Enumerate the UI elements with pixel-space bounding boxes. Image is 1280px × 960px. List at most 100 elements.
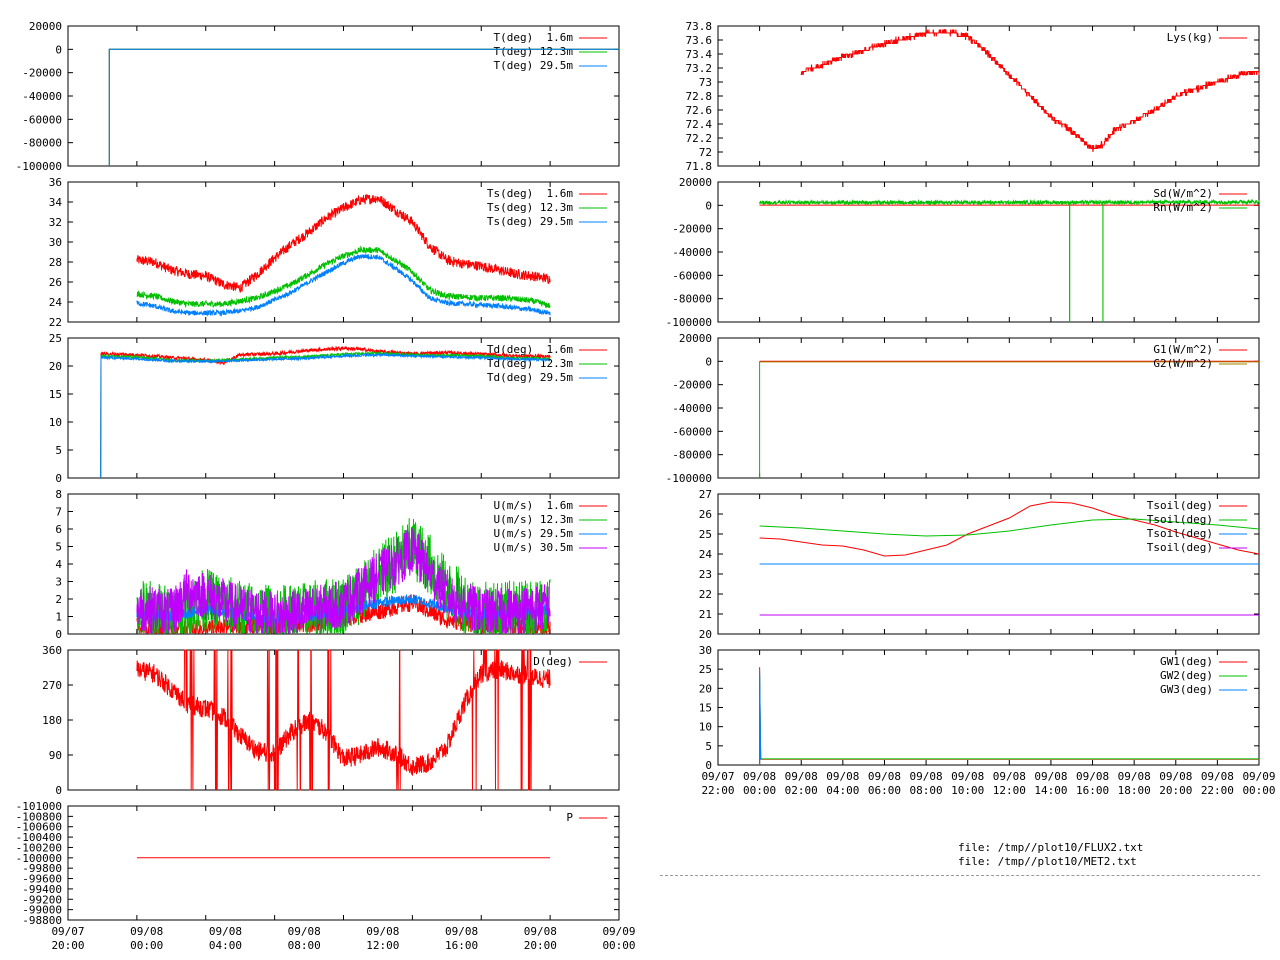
x-tick-label-time: 04:00 [209, 939, 242, 952]
y-tick-label: -100000 [666, 472, 712, 485]
x-tick-label-date: 09/08 [868, 770, 901, 783]
y-tick-label: 26 [49, 276, 62, 289]
x-tick-label-date: 09/08 [524, 925, 557, 938]
chart-d: 360 270 180 90 0 D(deg) [42, 644, 620, 797]
y-tick-label: -100400 [16, 831, 62, 844]
y-tick-label: 10 [49, 416, 62, 429]
chart-lys: 73.873.673.473.27372.872.672.472.27271.8… [686, 20, 1260, 173]
legend-label: Sd(W/m^2) [1153, 187, 1213, 200]
y-tick-label: 5 [55, 444, 62, 457]
y-tick-label: 25 [699, 528, 712, 541]
series-line-td-2 [100, 352, 551, 479]
y-tick-label: -60000 [672, 269, 712, 282]
x-tick-label-time: 04:00 [826, 784, 859, 797]
y-tick-label: 5 [55, 541, 62, 554]
legend-label: Tsoil(deg) [1147, 541, 1213, 554]
series-line-tsoil-0 [759, 501, 1260, 557]
x-tick-label-date: 09/08 [743, 770, 776, 783]
chart-sd: 20000 0 -20000 -40000 -60000 -80000 -100000 Sd(… [666, 176, 1260, 329]
legend-label: GW2(deg) [1160, 669, 1213, 682]
y-tick-label: 1 [55, 611, 62, 624]
y-tick-label: 8 [55, 488, 62, 501]
legend-label: Ts(deg) 29.5m [487, 215, 573, 228]
legend-label: U(m/s) 1.6m [494, 499, 574, 512]
y-tick-label: -20000 [22, 67, 62, 80]
x-tick-label-time: 20:00 [1159, 784, 1192, 797]
x-tick-label-time: 02:00 [785, 784, 818, 797]
x-tick-label-time: 16:00 [445, 939, 478, 952]
x-tick-label-time: 08:00 [288, 939, 321, 952]
x-tick-label-time: 00:00 [743, 784, 776, 797]
x-tick-label-time: 00:00 [130, 939, 163, 952]
y-tick-label: 0 [705, 199, 712, 212]
x-tick-label-date: 09/09 [1242, 770, 1275, 783]
x-tick-label-date: 09/08 [826, 770, 859, 783]
file-list: file: /tmp//plot10/FLUX2.txt file: /tmp/… [958, 841, 1143, 869]
y-tick-label: -101000 [16, 800, 62, 813]
x-tick-label-time: 12:00 [993, 784, 1026, 797]
legend-label: GW1(deg) [1160, 655, 1213, 668]
legend-label: GW3(deg) [1160, 683, 1213, 696]
legend-label: Td(deg) 12.3m [487, 357, 573, 370]
y-tick-label: 22 [49, 316, 62, 329]
x-tick-label-time: 16:00 [1076, 784, 1109, 797]
series-line-gw-2 [759, 669, 762, 765]
y-tick-label: 10 [699, 721, 712, 734]
chart-gw: 30 25 20 15 10 5 0 GW1(deg)GW2(deg)GW3(deg) [699, 644, 1260, 772]
y-tick-label: 360 [42, 644, 62, 657]
x-tick-label-date: 09/07 [701, 770, 734, 783]
legend-label: Td(deg) 1.6m [487, 343, 573, 356]
y-tick-label: -80000 [22, 137, 62, 150]
series-line-td-0 [100, 345, 551, 479]
x-tick-label-date: 09/08 [1118, 770, 1151, 783]
chart-u: 8 7 6 5 4 3 2 1 0 U(m/s) 1.6mU(m/s) 12.3mU(m/s) 2… [55, 488, 620, 641]
x-tick-label-date: 09/08 [910, 770, 943, 783]
y-tick-label: 71.8 [686, 160, 713, 173]
x-tick-label-time: 12:00 [366, 939, 399, 952]
left-x-axis-labels: 09/0720:0009/0800:0009/0804:0009/0808:00… [51, 925, 635, 952]
x-tick-label-time: 20:00 [524, 939, 557, 952]
series-line-t-2 [108, 48, 619, 166]
x-tick-label-date: 09/08 [1159, 770, 1192, 783]
separator-dashed-line [660, 875, 1260, 876]
x-tick-label-time: 00:00 [602, 939, 635, 952]
y-tick-label: 2 [55, 593, 62, 606]
y-tick-label: -99600 [22, 873, 62, 886]
legend-label: Lys(kg) [1167, 31, 1213, 44]
y-tick-label: 5 [705, 740, 712, 753]
y-tick-label: -99800 [22, 862, 62, 875]
y-tick-label: 0 [55, 628, 62, 641]
x-tick-label-time: 14:00 [1034, 784, 1067, 797]
legend-label: Tsoil(deg) [1147, 499, 1213, 512]
y-tick-label: 6 [55, 523, 62, 536]
file-label-met: file: /tmp//plot10/MET2.txt [958, 855, 1137, 868]
series-line-tsoil-1 [759, 518, 1260, 537]
x-tick-label-time: 22:00 [701, 784, 734, 797]
x-tick-label-date: 09/07 [51, 925, 84, 938]
x-tick-label-date: 09/08 [366, 925, 399, 938]
legend-label: T(deg) 29.5m [494, 59, 574, 72]
y-tick-label: -40000 [672, 246, 712, 259]
x-tick-label-date: 09/08 [130, 925, 163, 938]
y-tick-label: 73.6 [686, 34, 713, 47]
y-tick-label: -100200 [16, 841, 62, 854]
y-tick-label: 24 [49, 296, 63, 309]
x-tick-label-time: 06:00 [868, 784, 901, 797]
y-tick-label: -100000 [16, 160, 62, 173]
x-tick-label-date: 09/08 [445, 925, 478, 938]
y-tick-label: 15 [699, 702, 712, 715]
y-tick-label: -99000 [22, 904, 62, 917]
y-tick-label: 0 [705, 355, 712, 368]
y-tick-label: 73.4 [686, 48, 713, 61]
x-tick-label-date: 09/08 [1076, 770, 1109, 783]
y-tick-label: 90 [49, 749, 62, 762]
legend-label: Rn(W/m^2) [1153, 201, 1213, 214]
y-tick-label: 26 [699, 508, 712, 521]
x-tick-label-time: 08:00 [910, 784, 943, 797]
y-tick-label: 4 [55, 558, 62, 571]
legend-label: Tsoil(deg) [1147, 513, 1213, 526]
y-tick-label: 72.2 [686, 132, 713, 145]
y-tick-label: 30 [49, 236, 62, 249]
legend-label: G1(W/m^2) [1153, 343, 1213, 356]
